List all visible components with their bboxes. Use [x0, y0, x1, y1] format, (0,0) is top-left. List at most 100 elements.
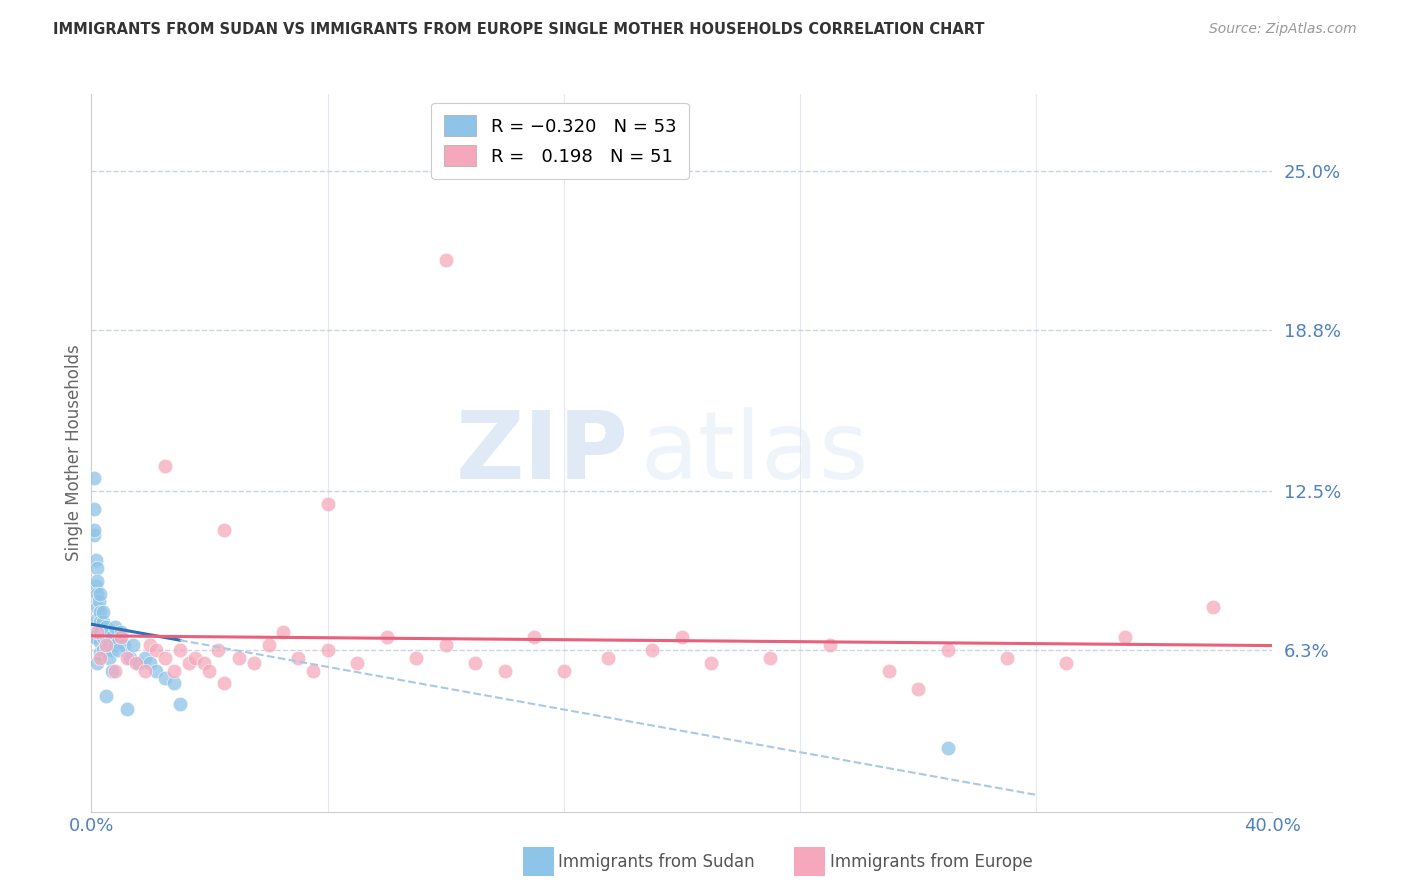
Point	[87, 594, 110, 608]
Point	[91, 643, 114, 657]
Point	[907, 681, 929, 696]
Point	[134, 664, 156, 678]
Point	[86, 625, 108, 640]
Point	[86, 612, 108, 626]
Point	[91, 615, 114, 629]
Point	[1054, 656, 1077, 670]
Point	[98, 625, 121, 640]
Point	[405, 651, 427, 665]
Point	[83, 502, 105, 516]
Point	[301, 664, 323, 678]
Point	[169, 643, 191, 657]
Point	[112, 638, 135, 652]
Point	[214, 676, 236, 690]
Point	[86, 587, 108, 601]
Point	[83, 528, 105, 542]
Point	[83, 471, 105, 485]
Point	[936, 643, 959, 657]
Point	[434, 253, 457, 268]
Point	[115, 702, 138, 716]
Point	[273, 625, 295, 640]
Point	[257, 638, 280, 652]
Point	[523, 630, 546, 644]
Point	[214, 523, 236, 537]
Point	[98, 651, 121, 665]
Point	[89, 587, 111, 601]
Point	[316, 643, 339, 657]
Text: ZIP: ZIP	[456, 407, 628, 499]
Point	[759, 651, 782, 665]
Legend: R = −0.320   N = 53, R =   0.198   N = 51: R = −0.320 N = 53, R = 0.198 N = 51	[432, 103, 689, 178]
Point	[118, 651, 141, 665]
Point	[553, 664, 575, 678]
Point	[1114, 630, 1136, 644]
Point	[169, 697, 191, 711]
Point	[91, 630, 114, 644]
Point	[89, 646, 111, 660]
Point	[139, 638, 162, 652]
Point	[87, 620, 110, 634]
Point	[83, 523, 105, 537]
Point	[139, 656, 162, 670]
Point	[104, 638, 127, 652]
Point	[375, 630, 398, 644]
Point	[596, 651, 619, 665]
Point	[86, 574, 108, 588]
Point	[101, 643, 124, 657]
Point	[124, 656, 148, 670]
Text: Immigrants from Europe: Immigrants from Europe	[830, 853, 1032, 871]
Point	[183, 651, 207, 665]
Point	[641, 643, 664, 657]
Point	[86, 599, 108, 614]
Point	[134, 651, 156, 665]
Point	[287, 651, 309, 665]
Point	[243, 656, 266, 670]
Point	[464, 656, 486, 670]
Point	[101, 630, 124, 644]
Point	[89, 635, 111, 649]
Point	[104, 620, 127, 634]
Point	[86, 561, 108, 575]
Point	[346, 656, 368, 670]
Point	[89, 605, 111, 619]
Point	[877, 664, 900, 678]
Point	[228, 651, 250, 665]
Point	[434, 638, 457, 652]
Point	[89, 625, 111, 640]
Point	[86, 656, 108, 670]
Point	[671, 630, 693, 644]
Point	[96, 620, 118, 634]
Point	[177, 656, 200, 670]
Point	[84, 579, 107, 593]
Point	[163, 664, 186, 678]
Point	[1202, 599, 1225, 614]
Point	[91, 605, 114, 619]
Point	[96, 643, 118, 657]
Point	[110, 630, 132, 644]
Point	[193, 656, 215, 670]
Point	[153, 672, 177, 686]
Point	[936, 740, 959, 755]
Text: IMMIGRANTS FROM SUDAN VS IMMIGRANTS FROM EUROPE SINGLE MOTHER HOUSEHOLDS CORRELA: IMMIGRANTS FROM SUDAN VS IMMIGRANTS FROM…	[53, 22, 986, 37]
Text: Immigrants from Sudan: Immigrants from Sudan	[558, 853, 755, 871]
Point	[96, 630, 118, 644]
Point	[107, 635, 129, 649]
Point	[98, 638, 121, 652]
Point	[107, 643, 129, 657]
Point	[145, 664, 167, 678]
Point	[818, 638, 841, 652]
Point	[700, 656, 723, 670]
Point	[89, 615, 111, 629]
Text: Source: ZipAtlas.com: Source: ZipAtlas.com	[1209, 22, 1357, 37]
Y-axis label: Single Mother Households: Single Mother Households	[65, 344, 83, 561]
Point	[104, 664, 127, 678]
Point	[153, 651, 177, 665]
Point	[110, 625, 132, 640]
Point	[83, 630, 105, 644]
Point	[316, 497, 339, 511]
Point	[494, 664, 516, 678]
Point	[89, 651, 111, 665]
Point	[82, 630, 104, 644]
Point	[163, 676, 186, 690]
Point	[995, 651, 1018, 665]
